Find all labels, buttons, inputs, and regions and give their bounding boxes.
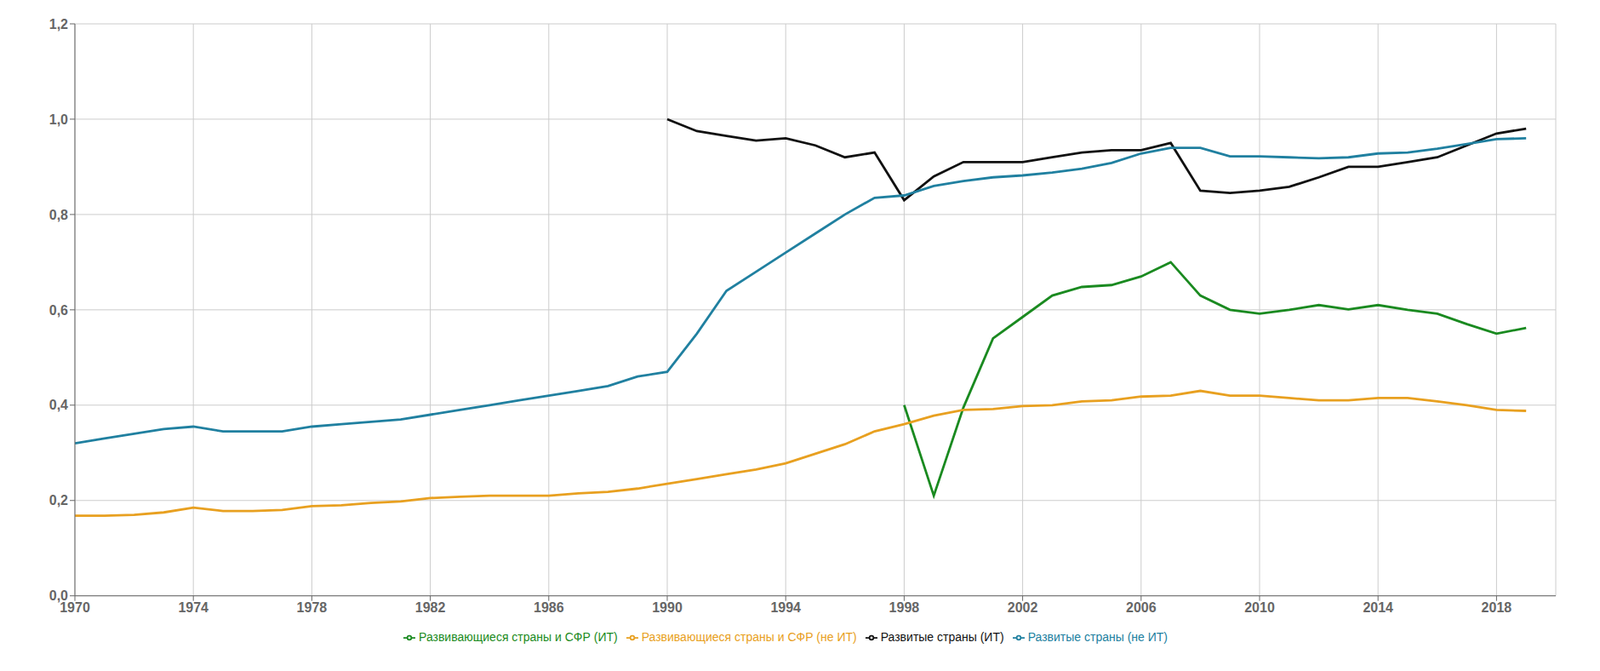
svg-text:2006: 2006	[1125, 600, 1157, 615]
svg-text:2010: 2010	[1244, 600, 1275, 615]
svg-text:2002: 2002	[1007, 600, 1039, 615]
svg-text:0,6: 0,6	[49, 302, 69, 318]
html-text:Развитые страны (ИТ): Развитые страны (ИТ)	[880, 629, 1004, 644]
svg-text:1,0: 1,0	[49, 112, 69, 127]
svg-text:2018: 2018	[1481, 600, 1513, 615]
svg-text:1978: 1978	[297, 600, 328, 615]
svg-text:2014: 2014	[1362, 600, 1394, 615]
html-text:Развитые страны (не ИТ): Развитые страны (не ИТ)	[1027, 629, 1168, 644]
svg-text:1982: 1982	[415, 600, 446, 615]
svg-text:1998: 1998	[889, 600, 920, 615]
html-text:Развивающиеся страны и СФР (ИТ: Развивающиеся страны и СФР (ИТ)	[418, 629, 618, 644]
svg-text:1990: 1990	[651, 600, 683, 615]
html-text:Развивающиеся страны и СФР (не: Развивающиеся страны и СФР (не ИТ)	[641, 629, 857, 644]
svg-text:0,8: 0,8	[49, 207, 69, 223]
svg-text:1986: 1986	[533, 600, 565, 615]
svg-text:1970: 1970	[59, 600, 91, 615]
svg-text:0,0: 0,0	[49, 588, 69, 603]
svg-text:1,2: 1,2	[49, 17, 69, 32]
svg-text:1994: 1994	[770, 600, 801, 615]
svg-text:0,4: 0,4	[49, 397, 69, 412]
svg-text:1974: 1974	[177, 600, 209, 615]
svg-text:0,2: 0,2	[49, 492, 69, 508]
